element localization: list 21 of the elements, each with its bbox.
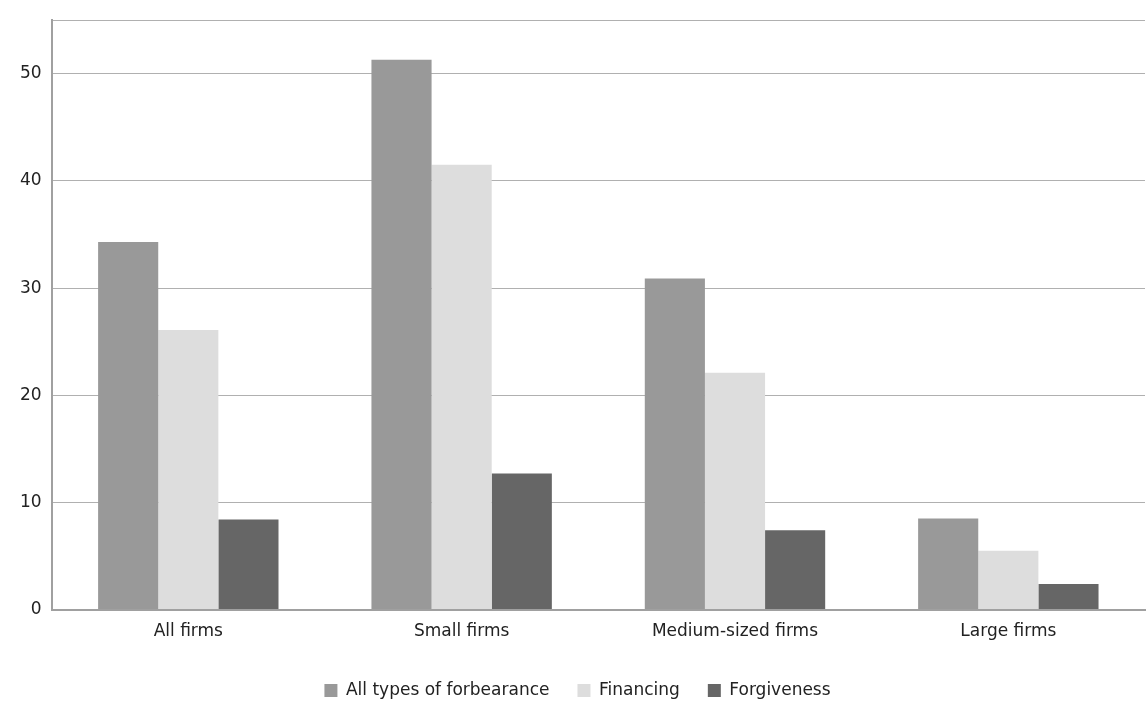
y-tick-label: 0: [30, 598, 42, 619]
y-tick-label: 10: [19, 490, 42, 511]
y-tick-label: 40: [19, 169, 42, 190]
y-tick-label: 20: [19, 383, 42, 404]
legend-label: Forgiveness: [729, 678, 831, 699]
legend-label: All types of forbearance: [345, 678, 550, 699]
legend-label: Financing: [598, 678, 680, 699]
bar: [704, 372, 766, 610]
bar: [1038, 583, 1099, 610]
y-tick-label: 50: [19, 62, 42, 83]
bar: [978, 550, 1039, 610]
x-tick-label: All firms: [153, 620, 224, 641]
bar: [765, 530, 826, 610]
bar: [491, 473, 552, 610]
x-tick-label: Small firms: [413, 620, 510, 641]
x-tick-label: Large firms: [960, 620, 1057, 641]
x-tick-label: Medium-sized firms: [651, 620, 819, 641]
y-tick-label: 30: [19, 276, 42, 297]
bar: [431, 164, 492, 610]
bar: [218, 519, 279, 610]
bar: [158, 329, 219, 610]
